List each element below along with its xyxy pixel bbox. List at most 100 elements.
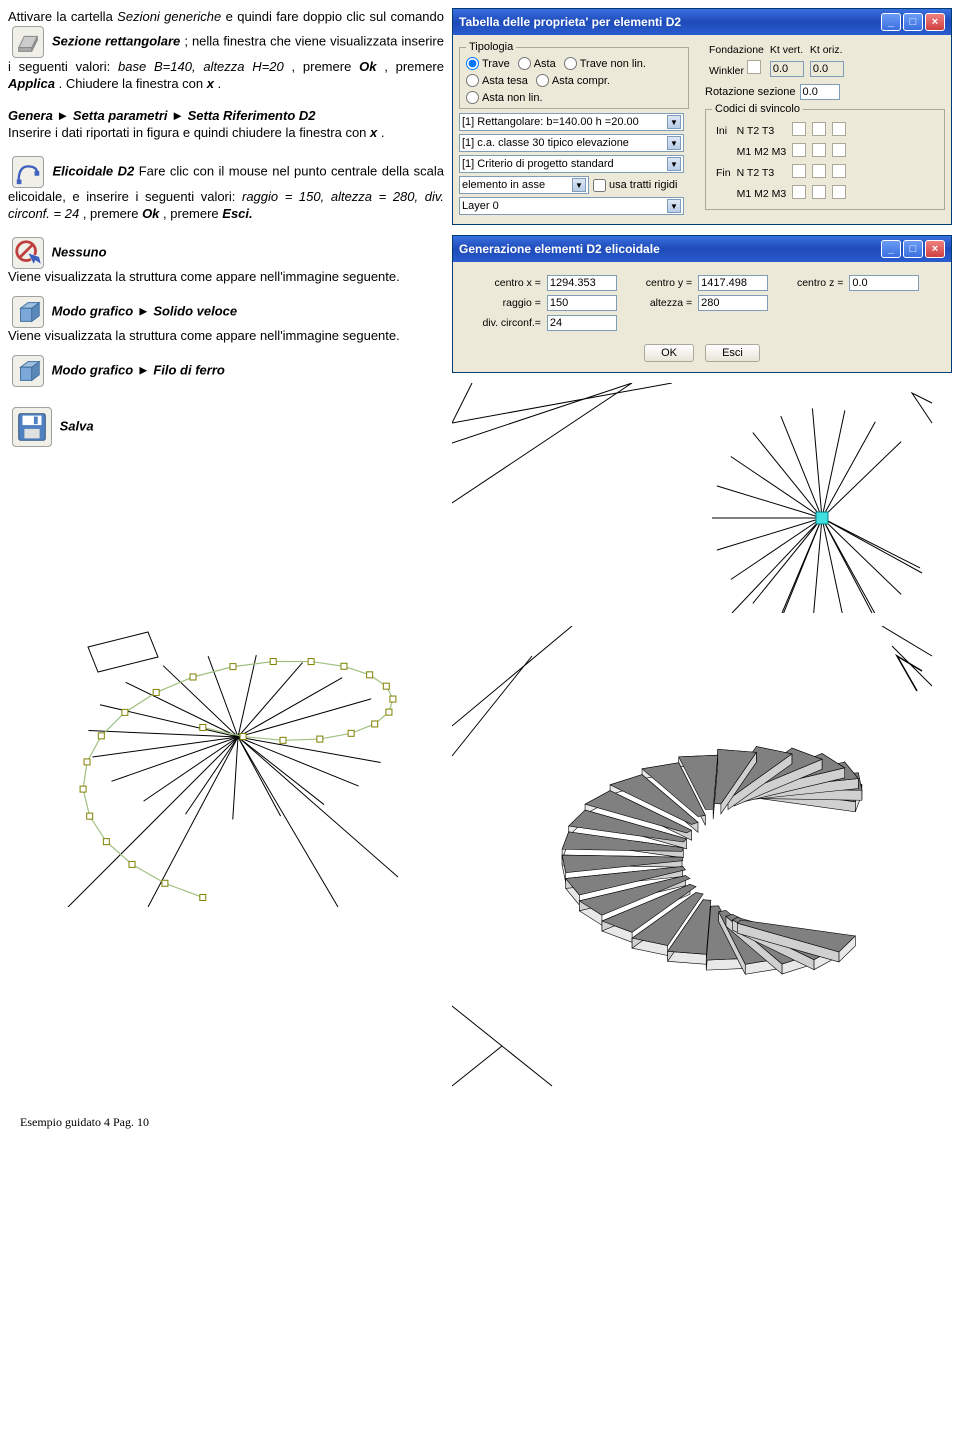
radio-asta-compr[interactable]: Asta compr.: [536, 74, 610, 87]
centro-x-input[interactable]: [547, 275, 617, 291]
check[interactable]: [812, 122, 826, 136]
text: Esci.: [222, 206, 252, 221]
nessuno-label: Nessuno: [52, 244, 107, 259]
select-asse[interactable]: elemento in asse▼: [459, 176, 589, 194]
text: x: [207, 76, 214, 91]
select-layer[interactable]: Layer 0▼: [459, 197, 684, 215]
cube-wire-icon: [12, 355, 44, 387]
check[interactable]: [792, 122, 806, 136]
modo1-label: Modo grafico ► Solido veloce: [52, 303, 238, 318]
wireframe-spiral-diagram: [8, 477, 444, 910]
codici-group: Codici di svincolo IniN T2 T3 M1 M2 M3 F…: [705, 103, 945, 210]
select-section[interactable]: [1] Rettangolare: b=140.00 h =20.00▼: [459, 113, 684, 131]
label: Rotazione sezione: [705, 86, 796, 98]
text: , premere: [163, 206, 222, 221]
altezza-input[interactable]: [698, 295, 768, 311]
text: , premere: [292, 59, 360, 74]
label: Fin: [714, 163, 733, 182]
check[interactable]: [792, 143, 806, 157]
kt-vert-input[interactable]: [770, 61, 804, 77]
dialog-helix: Generazione elementi D2 elicoidale _ □ ×…: [452, 235, 952, 373]
check[interactable]: [832, 122, 846, 136]
close-button[interactable]: ×: [925, 13, 945, 31]
maximize-button[interactable]: □: [903, 240, 923, 258]
text: .: [381, 125, 385, 140]
text: Ok: [142, 206, 159, 221]
winkler-check[interactable]: [747, 60, 761, 74]
text: Applica: [8, 76, 55, 91]
paragraph-1: Attivare la cartella Sezioni generiche e…: [8, 8, 444, 93]
label: Ini: [714, 121, 733, 140]
codici-legend: Codici di svincolo: [712, 103, 803, 115]
ok-button[interactable]: OK: [644, 344, 694, 362]
rectangle-section-icon: [12, 26, 44, 58]
check[interactable]: [812, 185, 826, 199]
dialog-properties: Tabella delle proprieta' per elementi D2…: [452, 8, 952, 225]
save-icon: [12, 407, 52, 447]
salva-label: Salva: [60, 418, 94, 433]
esci-button[interactable]: Esci: [705, 344, 760, 362]
check[interactable]: [832, 185, 846, 199]
close-button[interactable]: ×: [925, 240, 945, 258]
tipologia-group: Tipologia Trave Asta Trave non lin. Asta…: [459, 41, 689, 109]
rot-input[interactable]: [800, 84, 840, 100]
radio-asta-tesa[interactable]: Asta tesa: [466, 74, 528, 87]
text: .: [218, 76, 222, 91]
solid-spiral-diagram: [452, 626, 952, 1099]
maximize-button[interactable]: □: [903, 13, 923, 31]
left-column: Attivare la cartella Sezioni generiche e…: [8, 8, 444, 1099]
nessuno-row: Nessuno Viene visualizzata la struttura …: [8, 237, 444, 284]
check[interactable]: [812, 164, 826, 178]
label: div. circonf.=: [469, 314, 543, 332]
cursor-none-icon: [12, 237, 44, 269]
radio-asta-nonlin[interactable]: Asta non lin.: [466, 91, 543, 104]
check-tratti[interactable]: usa tratti rigidi: [593, 179, 677, 192]
text: . Chiudere la finestra con: [59, 76, 207, 91]
salva-row: Salva: [8, 407, 444, 447]
label: Kt oriz.: [808, 43, 846, 57]
check[interactable]: [792, 164, 806, 178]
label: Kt vert.: [768, 43, 806, 57]
label: Winkler: [709, 65, 744, 77]
label: centro x =: [469, 274, 543, 292]
label: centro z =: [786, 274, 846, 292]
check[interactable]: [792, 185, 806, 199]
minimize-button[interactable]: _: [881, 13, 901, 31]
check[interactable]: [832, 164, 846, 178]
text: Sezione rettangolare: [52, 33, 180, 48]
radio-asta[interactable]: Asta: [518, 57, 556, 70]
dialog1-title: Tabella delle proprieta' per elementi D2: [459, 15, 681, 29]
text: Attivare la cartella: [8, 9, 117, 24]
modo1-row: Modo grafico ► Solido veloce Viene visua…: [8, 296, 444, 343]
centro-z-input[interactable]: [849, 275, 919, 291]
div-input[interactable]: [547, 315, 617, 331]
radio-trave-nonlin[interactable]: Trave non lin.: [564, 57, 646, 70]
modo2-row: Modo grafico ► Filo di ferro: [8, 355, 444, 387]
modo2-label: Modo grafico ► Filo di ferro: [52, 362, 225, 377]
check[interactable]: [832, 143, 846, 157]
right-column: Tabella delle proprieta' per elementi D2…: [452, 8, 952, 1099]
dialog2-titlebar: Generazione elementi D2 elicoidale _ □ ×: [453, 236, 951, 262]
select-material[interactable]: [1] c.a. classe 30 tipico elevazione▼: [459, 134, 684, 152]
text: Ok: [359, 59, 376, 74]
text: Viene visualizzata la struttura come app…: [8, 328, 444, 343]
tipologia-legend: Tipologia: [466, 41, 516, 53]
kt-oriz-input[interactable]: [810, 61, 844, 77]
text: Viene visualizzata la struttura come app…: [8, 269, 444, 284]
dialog1-titlebar: Tabella delle proprieta' per elementi D2…: [453, 9, 951, 35]
paragraph-2: Genera ► Setta parametri ► Setta Riferim…: [8, 107, 444, 142]
page-footer: Esempio guidato 4 Pag. 10: [0, 1107, 960, 1150]
radio-trave[interactable]: Trave: [466, 57, 510, 70]
select-criterion[interactable]: [1] Criterio di progetto standard▼: [459, 155, 684, 173]
dialog2-title: Generazione elementi D2 elicoidale: [459, 242, 660, 256]
text: Genera ► Setta parametri ► Setta Riferim…: [8, 108, 316, 123]
cube-solid-icon: [12, 296, 44, 328]
label: centro y =: [634, 274, 694, 292]
minimize-button[interactable]: _: [881, 240, 901, 258]
label: altezza =: [634, 294, 694, 312]
raggio-input[interactable]: [547, 295, 617, 311]
label: Fondazione: [707, 43, 766, 57]
text: base B=140, altezza H=20: [118, 59, 284, 74]
centro-y-input[interactable]: [698, 275, 768, 291]
check[interactable]: [812, 143, 826, 157]
